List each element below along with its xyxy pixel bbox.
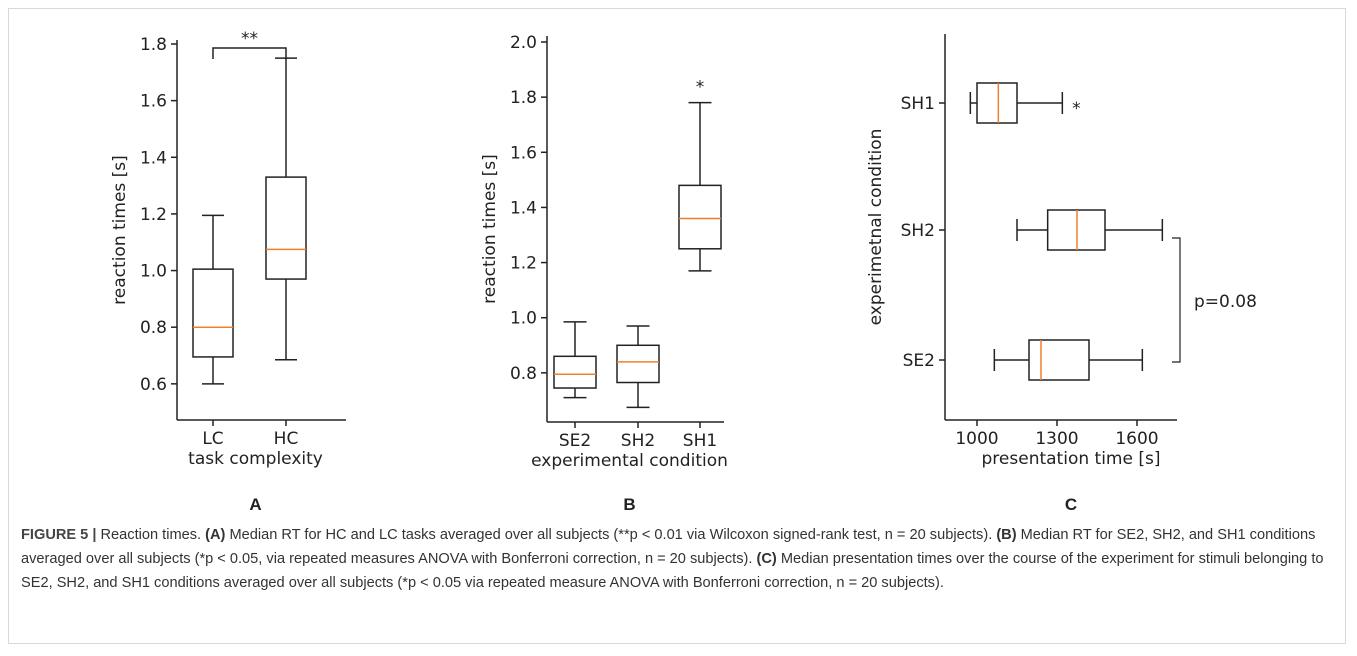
iqr-box <box>976 82 1018 124</box>
x-tick-label: SE2 <box>559 431 591 451</box>
caption-panel-a-text: Median RT for HC and LC tasks averaged o… <box>229 527 993 543</box>
panel-label: A <box>249 495 261 514</box>
box-sh1 <box>678 101 722 272</box>
iqr-box <box>553 355 597 389</box>
box-hc <box>265 57 307 361</box>
panel-c-chart: 1000 1300 1600 SH1 SH2 SE2 presentation time [… <box>866 34 1257 514</box>
y-axis-label: experimetnal condition <box>866 129 886 326</box>
caption-panel-a-label: (A) <box>205 527 226 543</box>
caption-panel-b-text: Median RT for SE2, SH2, and SH1 conditio… <box>21 527 1316 567</box>
x-tick-label: HC <box>274 429 299 449</box>
caption-panel-c-label: (C) <box>756 551 777 567</box>
box-sh1 <box>969 82 1064 124</box>
x-axis-label: experimental condition <box>531 451 728 471</box>
caption-title: Reaction times. <box>100 527 202 543</box>
panel-label: C <box>1065 495 1077 514</box>
caption-figure-label: FIGURE 5 | <box>21 527 97 543</box>
y-axis-label: reaction times [s] <box>110 155 130 305</box>
y-tick-label: 1.8 <box>510 88 537 108</box>
box-se2 <box>553 321 597 399</box>
y-tick-label: 1.4 <box>510 198 537 218</box>
y-tick-label: 1.2 <box>140 205 167 225</box>
y-tick-label: 0.6 <box>140 375 167 395</box>
x-axis-label: presentation time [s] <box>982 449 1161 469</box>
significance-marker: * <box>696 78 705 98</box>
y-tick-label: SH2 <box>901 221 935 241</box>
x-axis-label: task complexity <box>188 449 323 469</box>
box-se2 <box>993 339 1144 381</box>
y-tick-label: 1.8 <box>140 35 167 55</box>
box-sh2 <box>1016 209 1164 251</box>
caption-panel-b-label: (B) <box>996 527 1017 543</box>
y-tick-label: 1.6 <box>140 92 167 112</box>
iqr-box <box>192 268 234 358</box>
iqr-box <box>616 344 660 384</box>
y-axis-label: reaction times [s] <box>480 154 500 304</box>
y-tick-label: 1.0 <box>140 262 167 282</box>
panel-b-chart: 0.8 1.0 1.2 1.4 1.6 1.8 2.0 SE2 SH2 SH1experiment… <box>480 33 728 514</box>
y-tick-label: 1.0 <box>510 309 537 329</box>
iqr-box <box>678 184 722 250</box>
caption-panel-c-text: Median presentation times over the cours… <box>21 551 1324 591</box>
significance-marker: ** <box>241 29 258 49</box>
x-tick-label: 1300 <box>1035 429 1078 449</box>
figure-caption: FIGURE 5 | Reaction times. (A) Median RT… <box>21 523 1341 595</box>
figure-frame <box>8 8 1346 644</box>
y-tick-label: 1.6 <box>510 143 537 163</box>
y-tick-label: SE2 <box>903 351 935 371</box>
y-tick-label: 0.8 <box>510 364 537 384</box>
y-tick-label: 2.0 <box>510 33 537 53</box>
x-tick-label: SH2 <box>621 431 655 451</box>
significance-bracket <box>1172 237 1181 363</box>
box-lc <box>192 214 234 385</box>
significance-bracket <box>212 47 287 59</box>
significance-marker: * <box>1072 99 1081 119</box>
x-tick-label: LC <box>202 429 223 449</box>
iqr-box <box>265 176 307 280</box>
x-tick-label: 1000 <box>955 429 998 449</box>
box-sh2 <box>616 325 660 409</box>
y-tick-label: 1.2 <box>510 254 537 274</box>
x-tick-label: SH1 <box>683 431 717 451</box>
y-tick-label: 1.4 <box>140 148 167 168</box>
x-tick-label: 1600 <box>1115 429 1158 449</box>
p-value-label: p=0.08 <box>1194 292 1257 312</box>
y-tick-label: 0.8 <box>140 318 167 338</box>
iqr-box <box>1028 339 1090 381</box>
panel-label: B <box>623 495 635 514</box>
y-tick-label: SH1 <box>901 94 935 114</box>
